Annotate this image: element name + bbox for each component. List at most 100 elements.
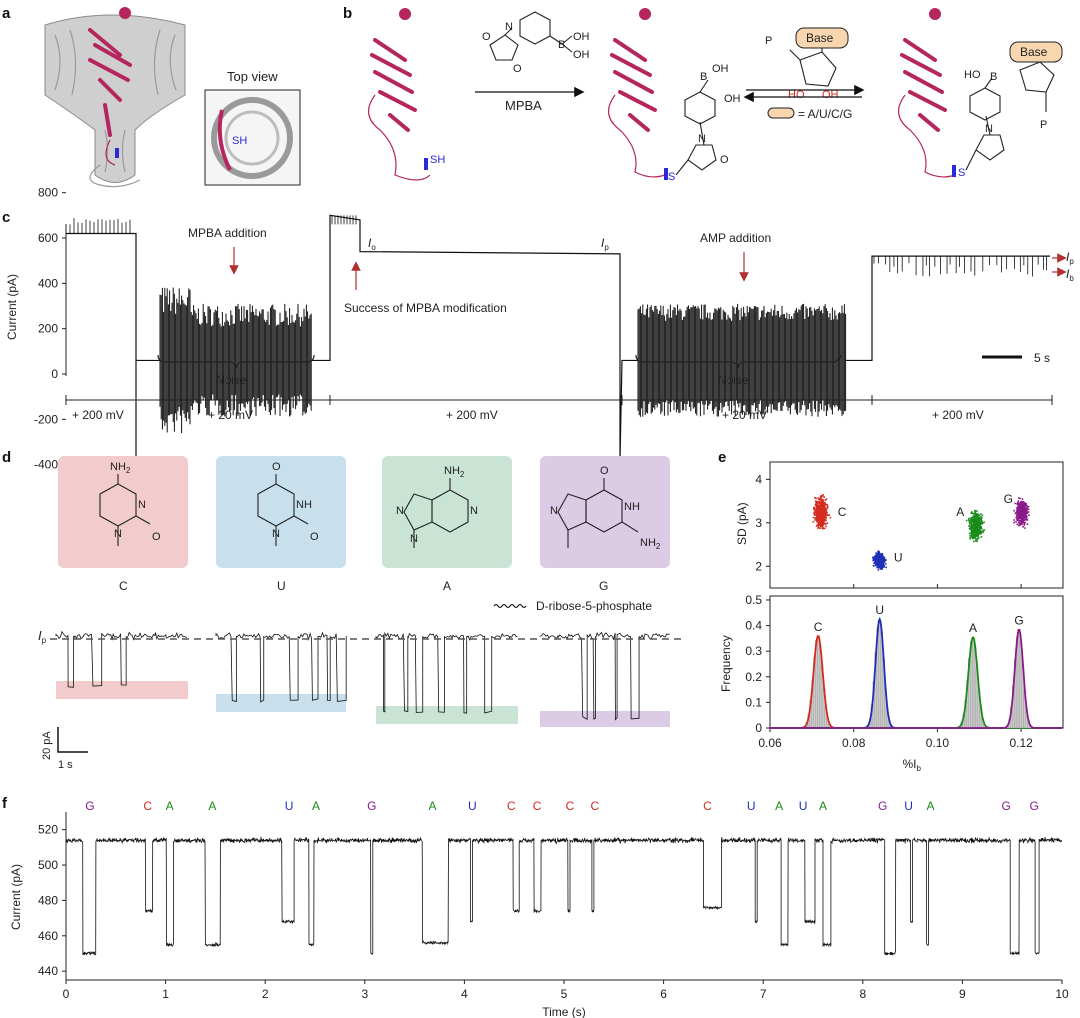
d-trace-g (539, 631, 670, 721)
f-xtick-label: 4 (461, 987, 468, 1001)
f-ylabel: Current (pA) (9, 864, 23, 930)
d-level-band-u (216, 694, 346, 712)
d-a-n1: N (470, 505, 478, 517)
b-sh: SH (430, 154, 445, 166)
c-ytick-label: 200 (38, 322, 58, 336)
c-voltage-2: + 20 mV (208, 408, 253, 422)
b-oh-2: OH (724, 93, 741, 105)
e-bottom-ytick-label: 0.3 (745, 644, 762, 658)
c-ylabel: Current (pA) (5, 274, 19, 340)
d-c-n: N (138, 499, 146, 511)
e-peak-label-g: G (1014, 613, 1023, 627)
f-xtick-label: 8 (859, 987, 866, 1001)
e-top-ylabel: SD (pA) (735, 502, 749, 545)
c-ytick-label: 400 (38, 276, 58, 290)
ribose-wavy-icon (493, 603, 527, 609)
f-xtick-label: 7 (760, 987, 767, 1001)
e-top-ytick-label: 2 (755, 559, 762, 573)
d-g-o: O (600, 465, 609, 477)
f-current-trace (65, 836, 1063, 956)
d-a-n2: N (396, 505, 404, 517)
d-u-o2: O (310, 531, 319, 543)
c-ib-right: Ib (1066, 267, 1074, 283)
b-n-1: N (698, 133, 706, 145)
protein-monomer-3: S Base B HO P N (898, 8, 1063, 179)
f-ytick-label: 460 (38, 929, 58, 943)
b-base-legend: = A/U/C/G (798, 107, 852, 121)
f-event-label-a: A (208, 799, 216, 813)
f-event-label-c: C (507, 799, 516, 813)
panel-label-d: d (2, 449, 11, 466)
f-event-label-a: A (927, 799, 935, 813)
f-event-label-a: A (312, 799, 320, 813)
mpba-structure (489, 11, 573, 61)
f-xlabel: Time (s) (542, 1005, 586, 1018)
f-event-label-c: C (143, 799, 152, 813)
e-scatter-cluster-u (872, 550, 887, 571)
d-g-nh2: NH2 (640, 537, 661, 551)
c-success-label: Success of MPBA modification (344, 301, 507, 315)
b-p: P (765, 35, 772, 47)
top-view-sh: SH (232, 135, 247, 147)
top-view-label: Top view (227, 69, 278, 84)
f-xtick-label: 1 (162, 987, 169, 1001)
e-bottom-xtick-label: 0.08 (842, 736, 866, 750)
b-ho-2: HO (964, 69, 981, 81)
c-trace-segment (312, 214, 638, 461)
c-voltage-4: + 20 mV (722, 408, 767, 422)
f-event-label-a: A (775, 799, 783, 813)
c-voltage-1: + 200 mV (72, 408, 124, 422)
f-event-label-a: A (166, 799, 174, 813)
b-n-2: N (985, 123, 993, 135)
c-voltage-axis (65, 395, 1053, 405)
f-event-label-u: U (468, 799, 477, 813)
b-boron-1: B (700, 71, 707, 83)
f-event-label-g: G (1002, 799, 1011, 813)
e-top-ytick-label: 4 (755, 472, 762, 486)
f-event-label-c: C (533, 799, 542, 813)
c-current-trace (66, 214, 1050, 461)
f-event-label-g: G (878, 799, 887, 813)
c-scale-label: 5 s (1034, 351, 1050, 365)
f-xtick-label: 2 (262, 987, 269, 1001)
b-p-2: P (1040, 119, 1047, 131)
e-bottom-ytick-label: 0.5 (745, 593, 762, 607)
f-event-label-u: U (904, 799, 913, 813)
base-card-u: O NH O N (216, 456, 346, 568)
c-noise-1: Noise (216, 373, 247, 387)
f-xtick-label: 6 (660, 987, 667, 1001)
mpba-n: N (505, 21, 513, 33)
c-noise-brace-2 (635, 354, 841, 369)
e-bottom-ytick-label: 0.1 (745, 695, 762, 709)
mpba-b: B (558, 39, 565, 51)
d-scale-bar (57, 727, 88, 753)
mpba-reagent-label: MPBA (505, 98, 542, 113)
d-scale-y: 20 pA (41, 731, 53, 760)
e-fit-curve-g (770, 629, 1063, 729)
f-event-label-g: G (367, 799, 376, 813)
e-frequency-plot: 0 0.1 0.2 0.3 0.4 0.5 0.06 0.08 0.10 0.12 Frequenc… (719, 593, 1064, 773)
panel-label-c: c (2, 209, 10, 226)
c-ytick-label: 800 (38, 186, 58, 200)
e-bottom-xtick-label: 0.10 (926, 736, 950, 750)
e-bottom-ylabel: Frequency (719, 635, 733, 692)
f-xtick-label: 9 (959, 987, 966, 1001)
f-event-label-a: A (819, 799, 827, 813)
c-amp-addition: AMP addition (700, 231, 771, 245)
f-event-label-u: U (799, 799, 808, 813)
b-boron-2: B (990, 71, 997, 83)
c-ytick-label: 600 (38, 231, 58, 245)
b-base-1: Base (806, 31, 834, 45)
e-scatter-label-g: G (1004, 492, 1013, 506)
f-xtick-label: 0 (63, 987, 70, 1001)
d-trace-u (215, 631, 347, 703)
e-peak-label-c: C (814, 620, 823, 634)
f-ytick-label: 500 (38, 858, 58, 872)
d-a-n3: N (410, 533, 418, 545)
c-noise-2: Noise (718, 373, 749, 387)
nanopore-structure-icon (44, 7, 186, 188)
f-event-label-a: A (429, 799, 437, 813)
d-level-band-c (56, 681, 188, 699)
c-ytick-label: -200 (34, 412, 58, 426)
